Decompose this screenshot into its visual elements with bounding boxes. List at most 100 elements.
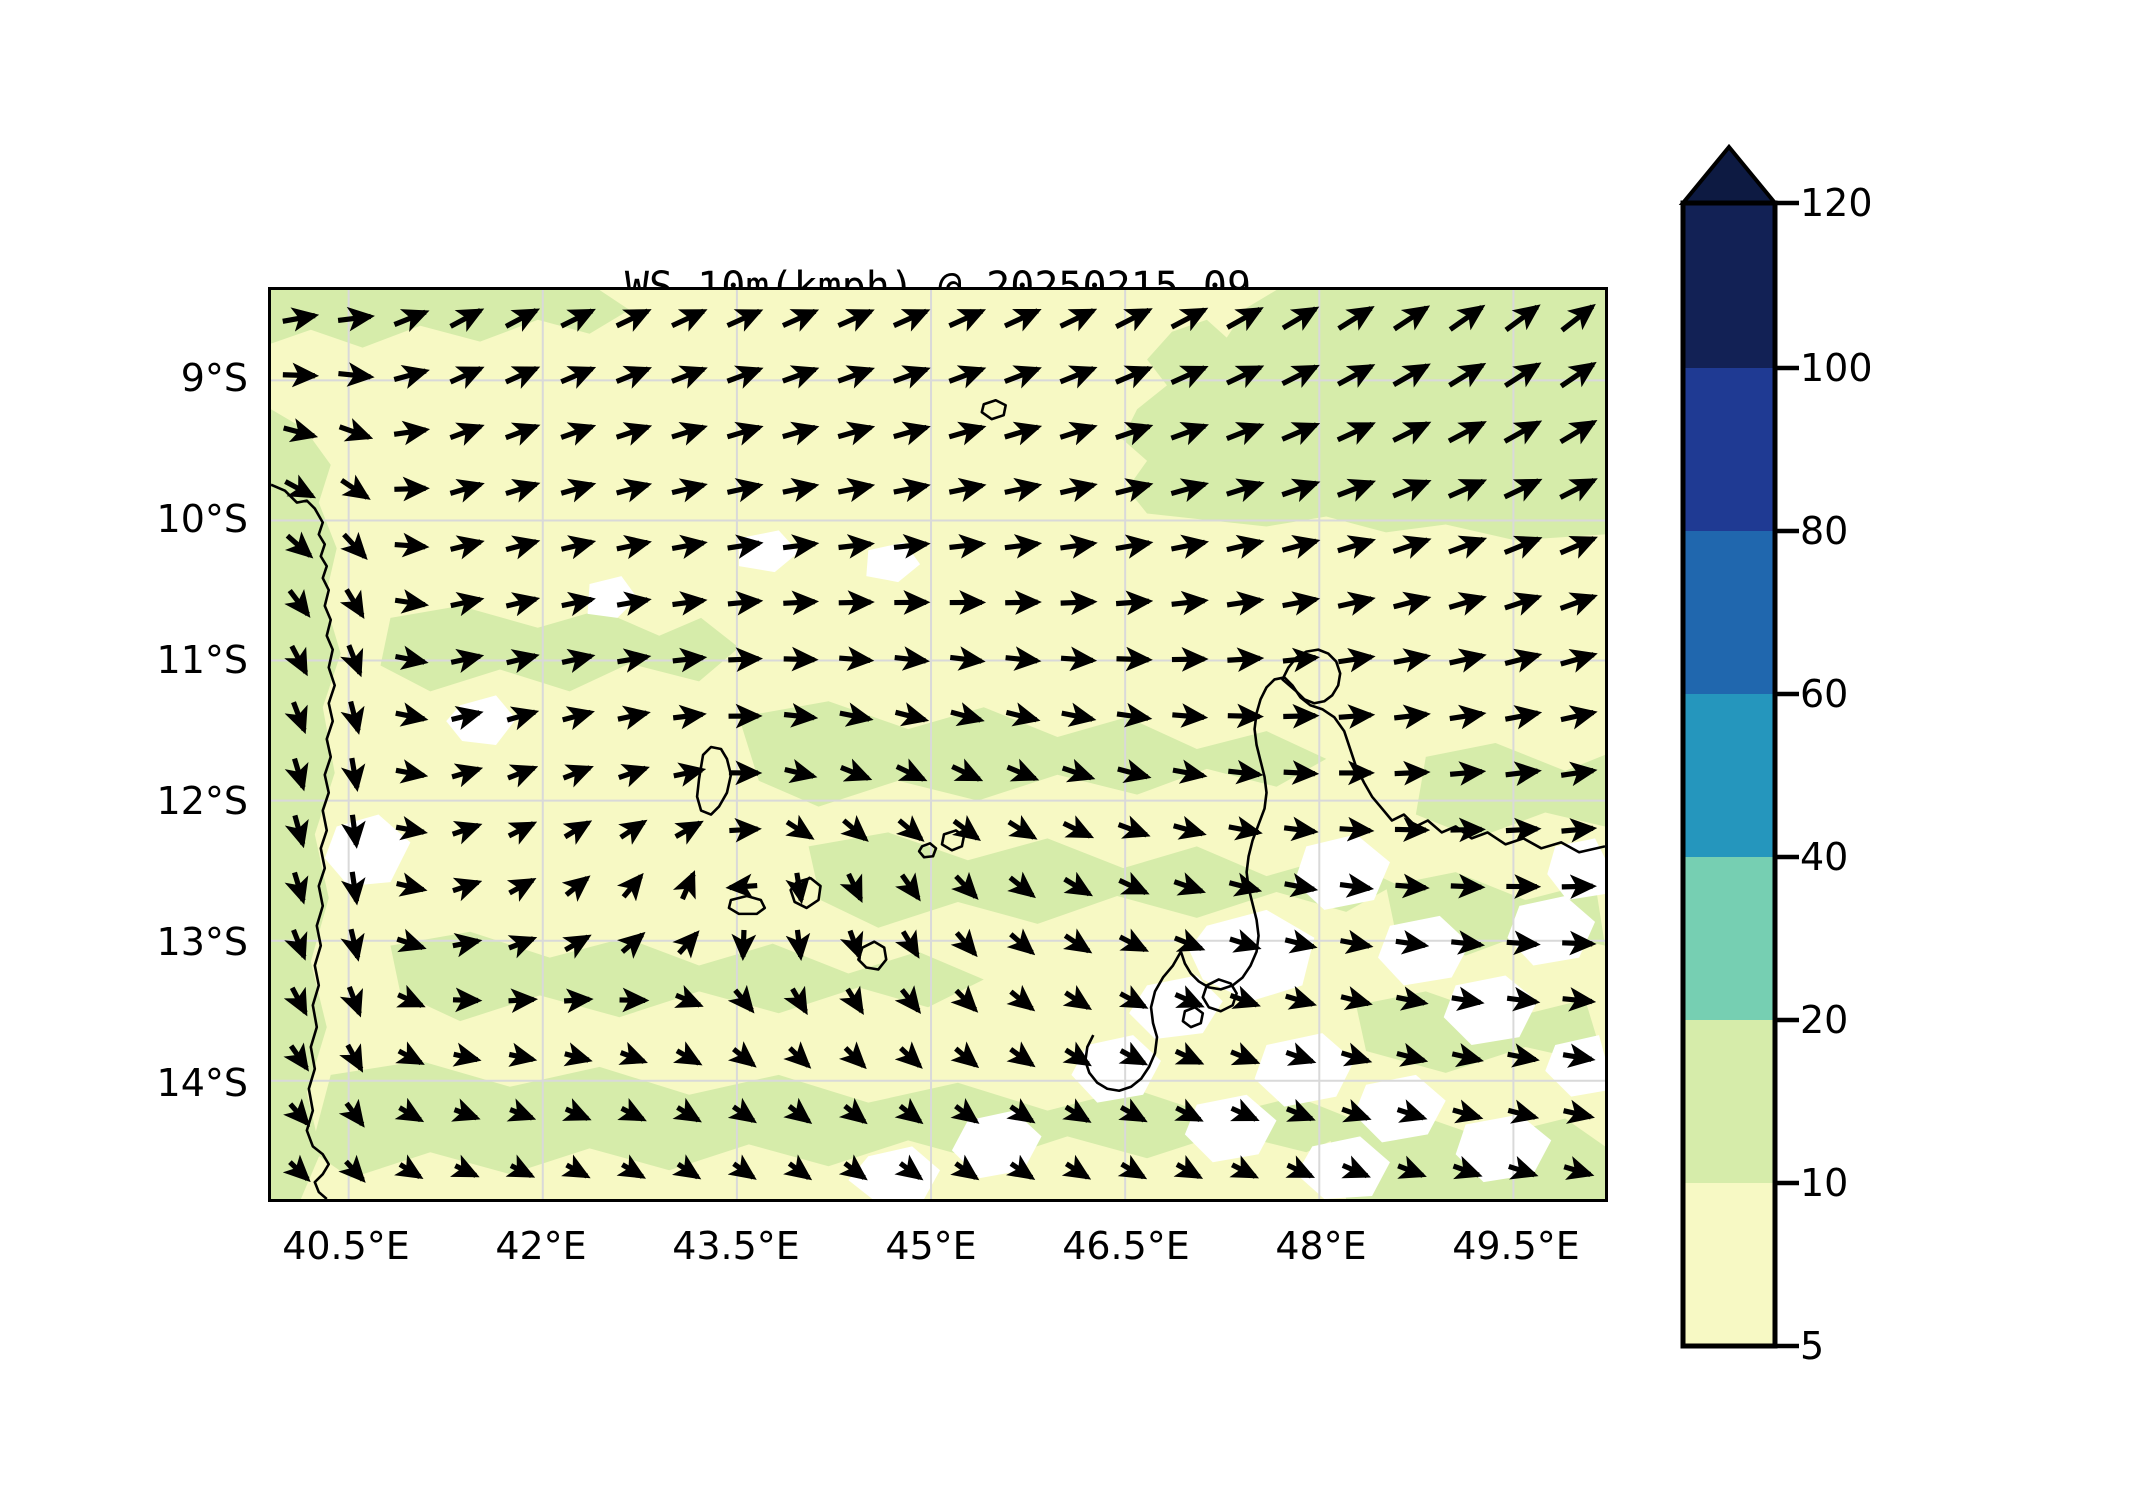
- wind-arrow: [1227, 647, 1265, 672]
- wind-arrow: [1559, 361, 1597, 389]
- colorbar-band-100-120: [1683, 203, 1775, 368]
- wind-arrow: [395, 759, 429, 784]
- wind-arrow: [671, 421, 708, 446]
- wind-arrow: [1006, 1098, 1036, 1124]
- wind-arrow: [1061, 758, 1096, 783]
- coastline: [271, 398, 1605, 1199]
- wind-arrow: [783, 702, 819, 728]
- wind-arrow: [671, 308, 708, 332]
- colorbar-extend-arrow: [1678, 143, 1780, 205]
- wind-arrow: [838, 1041, 867, 1070]
- wind-arrow: [282, 1154, 311, 1183]
- wind-arrow: [1118, 1041, 1149, 1066]
- wind-arrow: [394, 532, 430, 558]
- wind-arrow: [284, 701, 308, 735]
- wind-arrow: [1115, 590, 1154, 616]
- wind-arrow: [1506, 930, 1541, 956]
- wind-arrow: [671, 478, 708, 503]
- wind-arrow: [839, 758, 873, 782]
- wind-arrow: [896, 815, 925, 842]
- wind-arrow: [1560, 705, 1598, 730]
- wind-arrow: [284, 644, 309, 677]
- wind-arrow: [1174, 1098, 1204, 1123]
- wind-arrow: [338, 1098, 365, 1128]
- wind-arrow: [1005, 590, 1042, 615]
- wind-arrow: [892, 365, 931, 389]
- wind-arrow: [1059, 478, 1098, 503]
- wind-arrow: [729, 817, 762, 843]
- map-axes[interactable]: [268, 287, 1608, 1202]
- wind-arrow: [1282, 647, 1320, 673]
- xtick-label-1: 42°E: [495, 1224, 587, 1268]
- wind-arrow: [341, 814, 366, 849]
- wind-arrow: [561, 875, 591, 902]
- colorbar-band-10-20: [1683, 1020, 1775, 1183]
- wind-arrow: [340, 757, 366, 792]
- wind-arrow: [785, 872, 810, 905]
- wind-arrow: [1172, 703, 1209, 728]
- wind-arrow: [782, 421, 820, 446]
- wind-arrow: [1395, 986, 1429, 1011]
- wind-arrow: [1115, 478, 1154, 503]
- wind-arrow: [1336, 363, 1376, 388]
- wind-arrow: [1284, 985, 1317, 1010]
- wind-arrow: [1062, 1041, 1092, 1067]
- wind-arrow: [782, 477, 820, 503]
- wind-arrow: [672, 704, 707, 730]
- wind-arrow: [1006, 758, 1040, 782]
- wind-arrow: [395, 702, 429, 727]
- wind-arrow: [560, 535, 597, 560]
- wind-arrow: [783, 985, 808, 1016]
- wind-arrow: [673, 762, 707, 787]
- wind-arrow: [1006, 1154, 1036, 1180]
- wind-arrow: [450, 1154, 480, 1178]
- wind-arrow: [1173, 872, 1206, 896]
- wind-arrow: [1062, 984, 1093, 1011]
- colorbar-tick-5: 5: [1800, 1324, 1825, 1368]
- wind-arrow: [1338, 704, 1376, 729]
- wind-arrow: [1170, 478, 1210, 503]
- wind-arrow: [1451, 930, 1486, 955]
- wind-arrow: [452, 933, 483, 958]
- wind-arrow: [948, 308, 987, 332]
- wind-arrow: [560, 308, 596, 332]
- wind-arrow: [1117, 815, 1151, 839]
- colorbar[interactable]: [1678, 143, 1799, 1349]
- wind-arrow: [451, 821, 483, 845]
- wind-arrow: [1281, 306, 1320, 331]
- wind-arrow: [562, 764, 594, 788]
- wind-arrow: [284, 757, 309, 792]
- ytick-label-3: 12°S: [156, 779, 248, 823]
- colorbar-band-40-60: [1683, 694, 1775, 857]
- xtick-label-4: 46.5°E: [1062, 1224, 1190, 1268]
- wind-arrow: [1061, 1154, 1092, 1180]
- wind-arrow: [507, 764, 539, 788]
- wind-arrow: [1059, 421, 1098, 446]
- wind-arrow: [506, 706, 540, 731]
- wind-arrow: [1059, 365, 1098, 389]
- xtick-label-5: 48°E: [1275, 1224, 1367, 1268]
- wind-arrow: [1392, 591, 1432, 616]
- wind-arrow: [340, 474, 371, 500]
- wind-arrow: [951, 871, 979, 900]
- wind-arrow: [1449, 761, 1487, 786]
- wind-arrow: [504, 308, 541, 332]
- wind-arrow: [785, 814, 815, 840]
- ytick-label-4: 13°S: [156, 920, 248, 964]
- wind-arrow: [283, 1098, 311, 1127]
- wind-arrow: [1285, 1042, 1317, 1066]
- wind-arrow: [1229, 1155, 1260, 1179]
- wind-arrow: [1283, 760, 1320, 785]
- colorbar-band-5-10: [1683, 1183, 1775, 1346]
- wind-arrow: [1560, 648, 1598, 673]
- wind-arrow: [1060, 590, 1098, 616]
- wind-arrow: [1559, 477, 1598, 502]
- wind-arrow: [1450, 873, 1486, 899]
- wind-arrow: [839, 872, 863, 904]
- wind-arrow: [396, 984, 426, 1008]
- wind-arrow: [284, 474, 317, 499]
- wind-arrow: [1562, 987, 1597, 1012]
- wind-arrow: [339, 1043, 364, 1073]
- wind-arrow: [1063, 928, 1093, 954]
- wind-arrow: [1341, 1099, 1372, 1123]
